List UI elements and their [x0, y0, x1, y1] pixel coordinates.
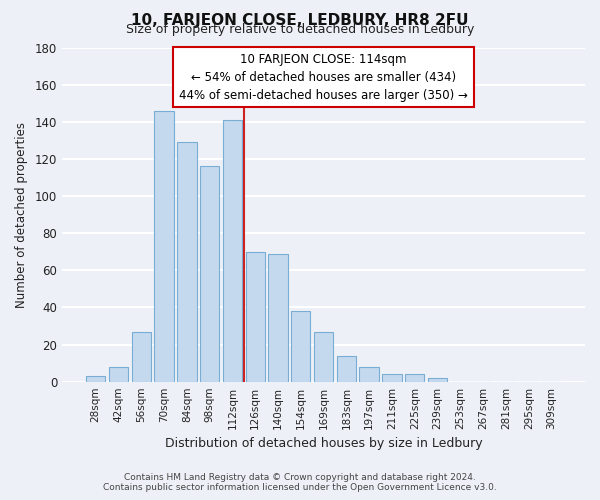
Bar [245, 252, 265, 382]
Bar [200, 166, 219, 382]
Bar [405, 374, 424, 382]
Bar [177, 142, 197, 382]
Bar [131, 332, 151, 382]
Y-axis label: Number of detached properties: Number of detached properties [15, 122, 28, 308]
X-axis label: Distribution of detached houses by size in Ledbury: Distribution of detached houses by size … [165, 437, 482, 450]
Text: 10, FARJEON CLOSE, LEDBURY, HR8 2FU: 10, FARJEON CLOSE, LEDBURY, HR8 2FU [131, 12, 469, 28]
Text: Size of property relative to detached houses in Ledbury: Size of property relative to detached ho… [126, 22, 474, 36]
Bar [382, 374, 401, 382]
Bar [154, 110, 174, 382]
Bar [359, 367, 379, 382]
Text: Contains HM Land Registry data © Crown copyright and database right 2024.
Contai: Contains HM Land Registry data © Crown c… [103, 473, 497, 492]
Bar [314, 332, 333, 382]
Bar [86, 376, 106, 382]
Bar [428, 378, 447, 382]
Text: 10 FARJEON CLOSE: 114sqm
← 54% of detached houses are smaller (434)
44% of semi-: 10 FARJEON CLOSE: 114sqm ← 54% of detach… [179, 52, 468, 102]
Bar [109, 367, 128, 382]
Bar [268, 254, 287, 382]
Bar [223, 120, 242, 382]
Bar [337, 356, 356, 382]
Bar [291, 311, 310, 382]
